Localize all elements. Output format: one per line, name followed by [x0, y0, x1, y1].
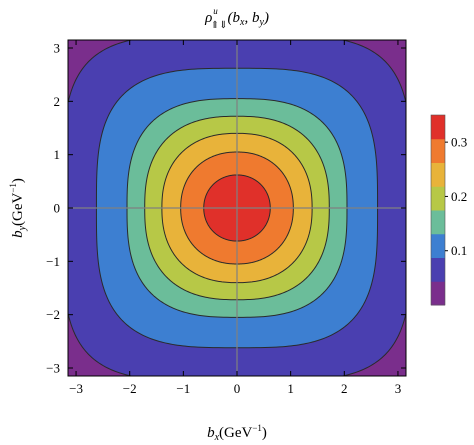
title-superscript: u [213, 6, 218, 16]
x-tick-label: 1 [287, 381, 294, 396]
x-label-exp: −1 [252, 423, 262, 433]
y-label-exp: −1 [8, 183, 18, 193]
x-axis-label: bx(GeV−1) [207, 423, 267, 443]
x-tick-label: 0 [234, 381, 241, 396]
x-label-var: b [207, 425, 215, 441]
title-rho: ρ [204, 10, 212, 26]
y-tick-label: 0 [54, 201, 61, 216]
y-label-sub: y [17, 225, 28, 231]
legend-swatch [431, 210, 445, 235]
title-bx: b [233, 10, 241, 26]
title-paren-open: ( [228, 10, 234, 26]
y-tick-label: −3 [46, 361, 60, 376]
title-y-sub: y [258, 17, 264, 28]
x-tick-label: −1 [176, 381, 190, 396]
legend-swatch [431, 138, 445, 163]
y-tick-label: −2 [46, 307, 60, 322]
plot-area [68, 40, 406, 376]
y-tick-label: 2 [54, 94, 61, 109]
x-label-sub: x [214, 432, 220, 443]
legend-tick-label: 0.1 [451, 243, 467, 258]
y-label-var: b [10, 230, 26, 238]
legend-swatch [431, 186, 445, 211]
legend-tick-label: 0.3 [451, 135, 467, 150]
title-paren-close: ) [263, 10, 269, 26]
y-axis-label: by(GeV−1) [8, 178, 28, 238]
title-subscript: ⇑⇓ [211, 20, 228, 31]
legend-swatch [431, 115, 445, 140]
legend-swatch [431, 162, 445, 187]
title-x-sub: x [239, 17, 245, 28]
x-tick-label: −3 [69, 381, 83, 396]
y-tick-label: 1 [54, 147, 61, 162]
legend-swatch [431, 233, 445, 258]
x-label-close: ) [262, 425, 267, 441]
y-tick-label: −1 [46, 254, 60, 269]
y-axis-ticks: −3 −2 −1 0 1 2 3 [46, 41, 406, 376]
x-tick-label: 3 [395, 381, 402, 396]
x-tick-label: −2 [123, 381, 137, 396]
legend-frame [430, 114, 446, 306]
title-by: b [252, 10, 260, 26]
y-tick-label: 3 [54, 41, 61, 56]
legend-tick-label: 0.2 [451, 189, 467, 204]
legend-swatch [431, 257, 445, 282]
legend-swatch [431, 281, 445, 306]
y-label-unit: (GeV [10, 192, 26, 225]
color-legend: 0.1 0.2 0.3 [430, 114, 467, 306]
title-comma: , [244, 10, 252, 26]
y-label-close: ) [10, 178, 26, 183]
chart-title: ρu ⇑⇓(bx, by) [204, 6, 269, 31]
x-label-unit: (GeV [219, 425, 252, 441]
x-tick-label: 2 [341, 381, 348, 396]
x-axis-ticks: −3 −2 −1 0 1 2 3 [69, 40, 401, 396]
